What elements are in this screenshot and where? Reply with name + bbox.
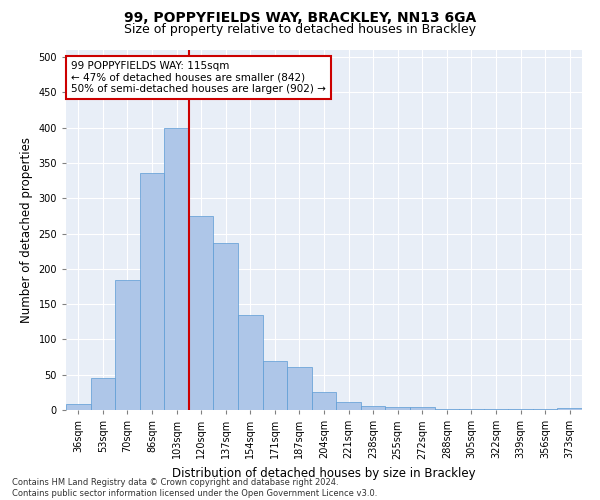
Text: 99 POPPYFIELDS WAY: 115sqm
← 47% of detached houses are smaller (842)
50% of sem: 99 POPPYFIELDS WAY: 115sqm ← 47% of deta…	[71, 61, 326, 94]
Bar	[557, 408, 582, 410]
Bar	[434, 408, 459, 410]
Text: 99, POPPYFIELDS WAY, BRACKLEY, NN13 6GA: 99, POPPYFIELDS WAY, BRACKLEY, NN13 6GA	[124, 11, 476, 25]
Bar	[214, 242, 238, 410]
Bar	[189, 216, 214, 410]
Text: Contains HM Land Registry data © Crown copyright and database right 2024.
Contai: Contains HM Land Registry data © Crown c…	[12, 478, 377, 498]
Bar	[361, 406, 385, 410]
Y-axis label: Number of detached properties: Number of detached properties	[20, 137, 33, 323]
Bar	[263, 362, 287, 410]
Bar	[140, 173, 164, 410]
Bar	[66, 404, 91, 410]
Bar	[336, 402, 361, 410]
X-axis label: Distribution of detached houses by size in Brackley: Distribution of detached houses by size …	[172, 467, 476, 480]
Bar	[164, 128, 189, 410]
Bar	[287, 367, 312, 410]
Bar	[459, 408, 484, 410]
Bar	[115, 280, 140, 410]
Bar	[410, 407, 434, 410]
Bar	[238, 314, 263, 410]
Text: Size of property relative to detached houses in Brackley: Size of property relative to detached ho…	[124, 22, 476, 36]
Bar	[385, 407, 410, 410]
Bar	[312, 392, 336, 410]
Bar	[91, 378, 115, 410]
